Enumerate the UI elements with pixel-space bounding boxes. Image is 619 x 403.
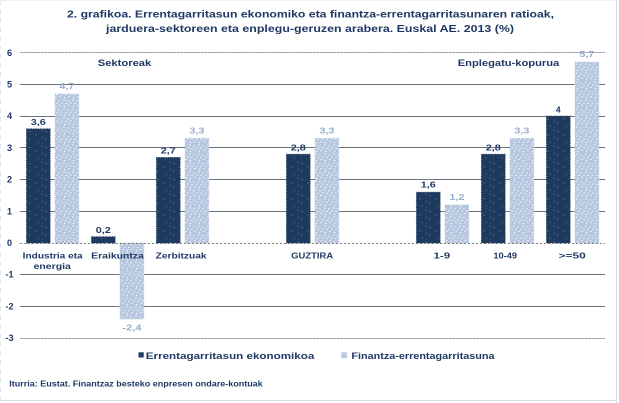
svg-text:1: 1 <box>7 206 12 216</box>
svg-text:Iturria: Eustat. Finantzaz bes: Iturria: Eustat. Finantzaz besteko enpre… <box>9 378 263 388</box>
svg-text:0,2: 0,2 <box>96 225 111 235</box>
svg-text:3,3: 3,3 <box>319 125 334 135</box>
svg-text:2,8: 2,8 <box>291 142 306 152</box>
svg-text:Zerbitzuak: Zerbitzuak <box>156 251 207 261</box>
svg-text:GUZTIRA: GUZTIRA <box>291 251 333 261</box>
svg-text:0: 0 <box>7 238 12 248</box>
svg-text:Sektoreak: Sektoreak <box>98 58 152 69</box>
svg-text:-2,4: -2,4 <box>122 323 141 333</box>
svg-text:Errentagarritasun ekonomikoa: Errentagarritasun ekonomikoa <box>146 351 316 361</box>
svg-text:4,7: 4,7 <box>59 81 74 91</box>
svg-text:2: 2 <box>7 175 12 185</box>
svg-text:4: 4 <box>7 111 13 121</box>
svg-text:6: 6 <box>7 48 12 58</box>
svg-text:1,2: 1,2 <box>449 192 464 202</box>
svg-text:2. grafikoa. Errentagarritasun: 2. grafikoa. Errentagarritasun ekonomiko… <box>67 10 554 21</box>
svg-text:1-9: 1-9 <box>434 251 451 261</box>
svg-text:1,6: 1,6 <box>421 180 436 190</box>
svg-text:10-49: 10-49 <box>493 251 517 261</box>
svg-text:4: 4 <box>556 104 561 114</box>
svg-text:Enplegatu-kopurua: Enplegatu-kopurua <box>458 58 560 69</box>
svg-text:jarduera-sektoreen eta enplegu: jarduera-sektoreen eta enplegu-geruzen a… <box>105 24 514 35</box>
svg-text:2,7: 2,7 <box>161 146 176 156</box>
svg-text:3,6: 3,6 <box>31 117 46 127</box>
svg-text:5: 5 <box>7 79 12 89</box>
svg-text:Eraikuntza: Eraikuntza <box>91 251 144 261</box>
svg-text:Industria eta: Industria eta <box>23 251 83 261</box>
svg-text:2,8: 2,8 <box>486 142 501 152</box>
svg-text:energia: energia <box>34 261 72 271</box>
svg-text:-3: -3 <box>5 333 13 343</box>
svg-text:3,3: 3,3 <box>189 125 204 135</box>
svg-text:Finantza-errentagarritasuna: Finantza-errentagarritasuna <box>351 351 495 361</box>
svg-text:3: 3 <box>7 143 12 153</box>
svg-text:-1: -1 <box>5 270 13 280</box>
svg-text:-2: -2 <box>5 301 13 311</box>
svg-text:5,7: 5,7 <box>579 49 594 59</box>
svg-text:3,3: 3,3 <box>514 125 529 135</box>
svg-text:>=50: >=50 <box>559 251 586 261</box>
